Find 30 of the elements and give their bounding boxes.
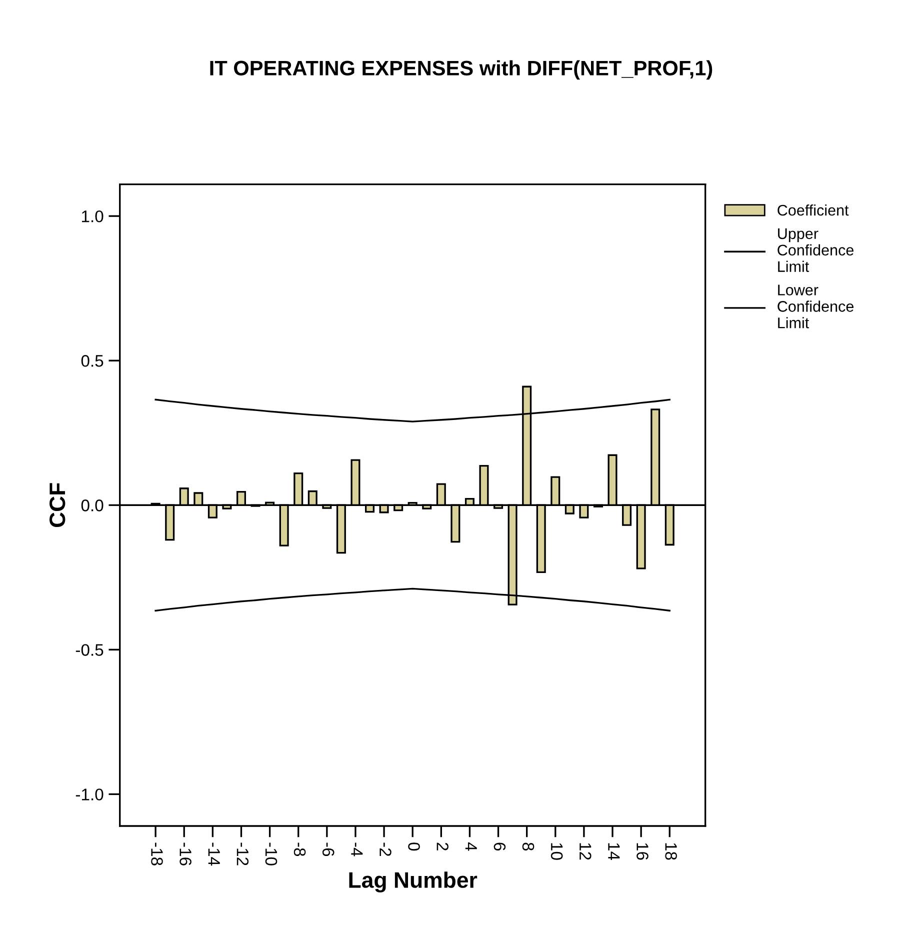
x-tick-label: -18 [151, 842, 163, 866]
x-tick-label: -14 [208, 842, 220, 866]
legend-label: Upper Confidence Limit [778, 228, 854, 272]
x-tick-label: -8 [294, 842, 306, 856]
x-tick-label: 4 [465, 842, 477, 851]
x-tick-label: 10 [550, 843, 563, 860]
legend-label: Lower Confidence Limit [778, 284, 854, 328]
x-tick-label: 0 [408, 842, 420, 851]
y-axis-title: CCF [49, 483, 66, 528]
x-tick-label: 12 [580, 843, 592, 860]
x-tick-label: -6 [322, 842, 334, 856]
y-tick-label: -1.0 [76, 788, 104, 800]
y-tick-label: 0.5 [81, 355, 104, 367]
y-tick-label: 1.0 [82, 210, 104, 222]
x-axis-title: Lag Number [349, 872, 478, 892]
x-tick-label: -16 [180, 842, 192, 866]
y-tick-label: 0.0 [81, 500, 104, 512]
legend-label: Coefficient [778, 204, 849, 216]
x-tick-label: -4 [351, 842, 363, 856]
x-tick-label: -12 [236, 842, 249, 866]
x-tick-label: 2 [436, 842, 448, 850]
x-tick-label: 18 [665, 843, 677, 860]
x-tick-label: -10 [265, 842, 278, 866]
y-tick-label: -0.5 [76, 644, 104, 656]
x-tick-label: 14 [608, 843, 620, 860]
x-tick-label: 8 [522, 842, 534, 851]
x-tick-label: 6 [494, 842, 506, 850]
x-tick-label: 16 [636, 843, 648, 860]
chart-title: IT OPERATING EXPENSES with DIFF(NET_PROF,1) [210, 60, 712, 80]
x-tick-label: -2 [380, 842, 392, 856]
